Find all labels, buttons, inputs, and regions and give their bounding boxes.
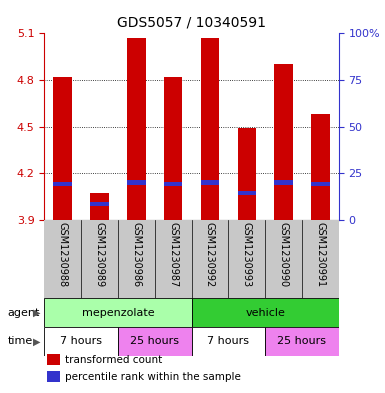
- Text: GSM1230988: GSM1230988: [58, 222, 68, 287]
- Bar: [44, 327, 118, 356]
- Text: mepenzolate: mepenzolate: [82, 308, 154, 318]
- Bar: [265, 327, 339, 356]
- Bar: [127, 180, 146, 185]
- Bar: [192, 327, 265, 356]
- Bar: [90, 193, 109, 220]
- Bar: [311, 182, 330, 186]
- Text: GSM1230992: GSM1230992: [205, 222, 215, 287]
- Bar: [90, 202, 109, 206]
- Text: vehicle: vehicle: [245, 308, 285, 318]
- Text: GSM1230993: GSM1230993: [242, 222, 252, 287]
- Bar: [127, 38, 146, 220]
- Title: GDS5057 / 10340591: GDS5057 / 10340591: [117, 15, 266, 29]
- Text: GSM1230990: GSM1230990: [279, 222, 289, 287]
- Text: transformed count: transformed count: [65, 355, 162, 365]
- Text: 25 hours: 25 hours: [278, 336, 326, 346]
- Bar: [275, 64, 293, 220]
- Bar: [238, 128, 256, 220]
- Bar: [275, 180, 293, 185]
- Text: agent: agent: [8, 308, 40, 318]
- Bar: [54, 77, 72, 220]
- Bar: [44, 298, 192, 327]
- Text: 25 hours: 25 hours: [130, 336, 179, 346]
- Text: time: time: [8, 336, 33, 346]
- Bar: [164, 182, 182, 186]
- Text: GSM1230987: GSM1230987: [168, 222, 178, 287]
- Bar: [201, 38, 219, 220]
- Text: 7 hours: 7 hours: [208, 336, 249, 346]
- Bar: [164, 77, 182, 220]
- Text: ▶: ▶: [33, 308, 40, 318]
- Bar: [47, 371, 60, 382]
- Bar: [47, 354, 60, 365]
- Text: 7 hours: 7 hours: [60, 336, 102, 346]
- Text: GSM1230991: GSM1230991: [315, 222, 325, 287]
- Bar: [118, 327, 192, 356]
- Bar: [311, 114, 330, 220]
- Text: ▶: ▶: [33, 336, 40, 346]
- Bar: [201, 180, 219, 185]
- Bar: [54, 182, 72, 186]
- Text: GSM1230986: GSM1230986: [131, 222, 141, 287]
- Bar: [238, 191, 256, 195]
- Text: GSM1230989: GSM1230989: [94, 222, 104, 287]
- Text: percentile rank within the sample: percentile rank within the sample: [65, 372, 241, 382]
- Bar: [192, 298, 339, 327]
